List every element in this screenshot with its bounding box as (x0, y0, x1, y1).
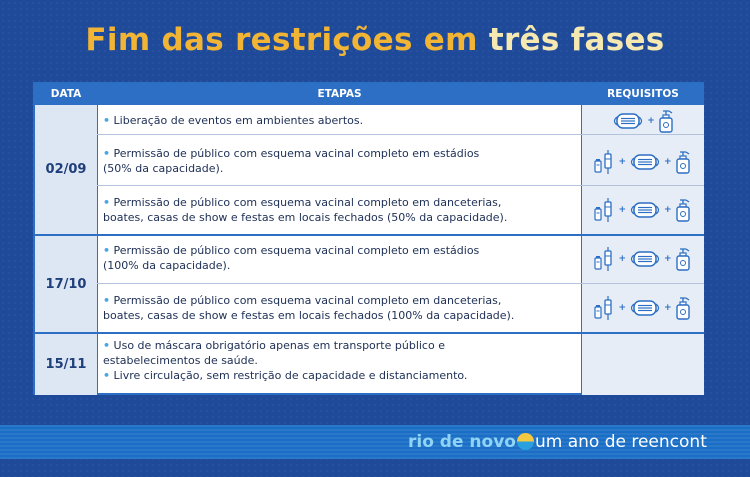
table-row: • Permissão de público com esquema vacin… (103, 147, 480, 175)
mask-icon (628, 251, 662, 267)
requirements-column (582, 105, 704, 395)
row-divider (97, 134, 704, 135)
hand-sanitizer-icon (657, 109, 675, 133)
mask-icon (628, 202, 662, 218)
requirements-icons: + + (582, 288, 704, 328)
header-requisitos: REQUISITOS (582, 84, 704, 105)
bullet-icon: • (103, 147, 111, 160)
plus-icon: + (664, 303, 672, 313)
bullet-icon: • (103, 369, 111, 382)
footer-slogan: rio de novo um ano de reencont (408, 431, 707, 453)
group-divider (35, 332, 704, 334)
row-divider (97, 185, 704, 186)
footer-tagline: um ano de reencont (534, 432, 707, 452)
footer-bar: rio de novo um ano de reencont (0, 425, 750, 459)
column-divider (97, 84, 98, 395)
hand-sanitizer-icon (674, 296, 692, 320)
date-cell: 15/11 (35, 334, 97, 395)
hand-sanitizer-icon (674, 198, 692, 222)
table-row: • Permissão de público com esquema vacin… (103, 196, 508, 224)
mask-icon (628, 300, 662, 316)
hand-sanitizer-icon (674, 150, 692, 174)
row-divider (97, 283, 704, 284)
header-etapas: ETAPAS (98, 84, 581, 105)
vaccine-icon (594, 246, 616, 272)
mask-icon (611, 113, 645, 129)
restrictions-table: DATA ETAPAS REQUISITOS 02/09 17/10 15/11… (33, 82, 704, 395)
group-divider (35, 234, 704, 236)
vaccine-icon (594, 197, 616, 223)
plus-icon: + (647, 116, 655, 126)
mask-icon (628, 154, 662, 170)
requirements-icons: + + (582, 239, 704, 279)
date-cell: 17/10 (35, 236, 97, 332)
table-row: • Liberação de eventos em ambientes aber… (103, 114, 364, 127)
requirements-icons: + (582, 108, 704, 134)
bullet-icon: • (103, 244, 111, 257)
table-row: • Permissão de público com esquema vacin… (103, 294, 515, 322)
requirements-icons: + + (582, 190, 704, 230)
vaccine-icon (594, 149, 616, 175)
plus-icon: + (618, 157, 626, 167)
bullet-icon: • (103, 339, 111, 352)
column-divider (581, 84, 582, 395)
hand-sanitizer-icon (674, 247, 692, 271)
date-cell: 02/09 (35, 105, 97, 234)
table-row: • Uso de máscara obrigatório apenas em t… (103, 339, 468, 382)
header-data: DATA (35, 84, 97, 105)
footer-brand: rio de novo (408, 432, 516, 452)
bullet-icon: • (103, 196, 111, 209)
table-row: • Permissão de público com esquema vacin… (103, 244, 480, 272)
globe-icon (516, 433, 534, 450)
plus-icon: + (664, 205, 672, 215)
plus-icon: + (664, 157, 672, 167)
plus-icon: + (618, 205, 626, 215)
bullet-icon: • (103, 114, 111, 127)
requirements-icons: + + (582, 142, 704, 182)
plus-icon: + (664, 254, 672, 264)
vaccine-icon (594, 295, 616, 321)
bullet-icon: • (103, 294, 111, 307)
plus-icon: + (618, 254, 626, 264)
plus-icon: + (618, 303, 626, 313)
page-title: Fim das restrições em três fases (85, 22, 665, 58)
